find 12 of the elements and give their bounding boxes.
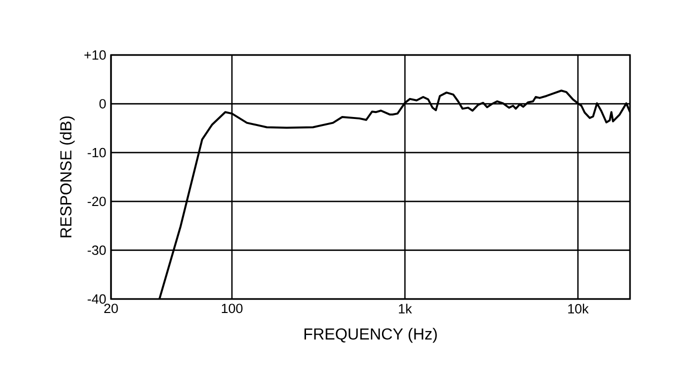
- x-tick-label: 20: [104, 304, 118, 314]
- x-tick-label: 100: [222, 304, 242, 314]
- y-tick-label: -20: [88, 196, 106, 206]
- y-tick-label: -10: [88, 148, 106, 158]
- x-tick-label: 10k: [568, 304, 589, 314]
- x-tick-label: 1k: [398, 304, 412, 314]
- y-tick-label: -40: [88, 294, 106, 304]
- y-tick-label: -30: [88, 246, 106, 255]
- y-tick-label: +10: [84, 50, 106, 60]
- y-axis-title: RESPONSE (dB): [60, 116, 75, 238]
- y-tick-label: 0: [99, 99, 106, 108]
- x-axis-title: FREQUENCY (Hz): [304, 328, 437, 343]
